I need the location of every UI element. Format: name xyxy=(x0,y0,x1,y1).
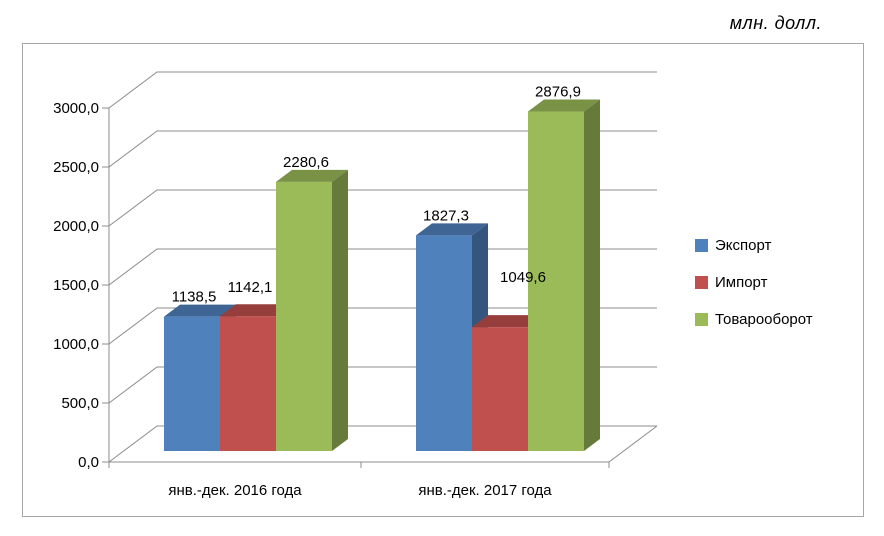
plot-frame: 0,0 500,0 1000,0 1500,0 2000,0 2500,0 3000,0 11… xyxy=(22,43,864,517)
units-label: млн. долл. xyxy=(729,13,822,33)
data-label-Импорт-янв.-дек. 2017 года: 1049,6 xyxy=(500,269,546,286)
legend-label-turnover: Товарооборот xyxy=(715,310,813,328)
gridline-1500 xyxy=(108,248,657,286)
data-label-Экспорт-янв.-дек. 2016 года: 1138,5 xyxy=(172,289,217,306)
data-label-Товарооборот-янв.-дек. 2017 года: 2876,9 xyxy=(535,84,581,101)
legend-swatch-export xyxy=(695,238,708,252)
gridline-3000 xyxy=(108,71,657,109)
legend-item-turnover: Товарооборот xyxy=(695,307,813,331)
data-label-Импорт-янв.-дек. 2016 года: 1142,1 xyxy=(228,279,273,296)
category-label-0: янв.-дек. 2016 года xyxy=(168,482,302,499)
gridline-2500 xyxy=(108,130,657,168)
legend-label-export: Экспорт xyxy=(715,236,772,254)
y-tick-label-2500: 2500,0 xyxy=(53,159,99,176)
plot-area: 0,0 500,0 1000,0 1500,0 2000,0 2500,0 3000,0 11… xyxy=(53,71,658,499)
y-tick-label-0: 0,0 xyxy=(78,454,99,471)
category-label-1: янв.-дек. 2017 года xyxy=(418,482,552,499)
y-tick-label-2000: 2000,0 xyxy=(53,218,99,235)
y-tick-label-1500: 1500,0 xyxy=(53,277,99,294)
bar-Товарооборот-янв.-дек. 2016 года xyxy=(276,169,348,451)
data-label-Экспорт-янв.-дек. 2017 года: 1827,3 xyxy=(423,207,469,224)
legend-swatch-turnover xyxy=(695,312,708,326)
legend-swatch-import xyxy=(695,275,708,289)
y-tick-label-1000: 1000,0 xyxy=(53,336,99,353)
data-label-Товарооборот-янв.-дек. 2016 года: 2280,6 xyxy=(283,154,329,171)
legend-label-import: Импорт xyxy=(715,273,768,291)
floor-right-edge xyxy=(608,425,658,463)
legend: Экспорт Импорт Товарооборот xyxy=(695,233,813,344)
legend-item-export: Экспорт xyxy=(695,233,813,257)
y-tick-label-3000: 3000,0 xyxy=(53,100,99,117)
legend-item-import: Импорт xyxy=(695,270,813,294)
gridline-2000 xyxy=(108,189,657,227)
bar-Товарооборот-янв.-дек. 2017 года xyxy=(528,99,600,451)
gridline-1000 xyxy=(108,307,657,345)
y-tick-label-500: 500,0 xyxy=(61,395,99,412)
